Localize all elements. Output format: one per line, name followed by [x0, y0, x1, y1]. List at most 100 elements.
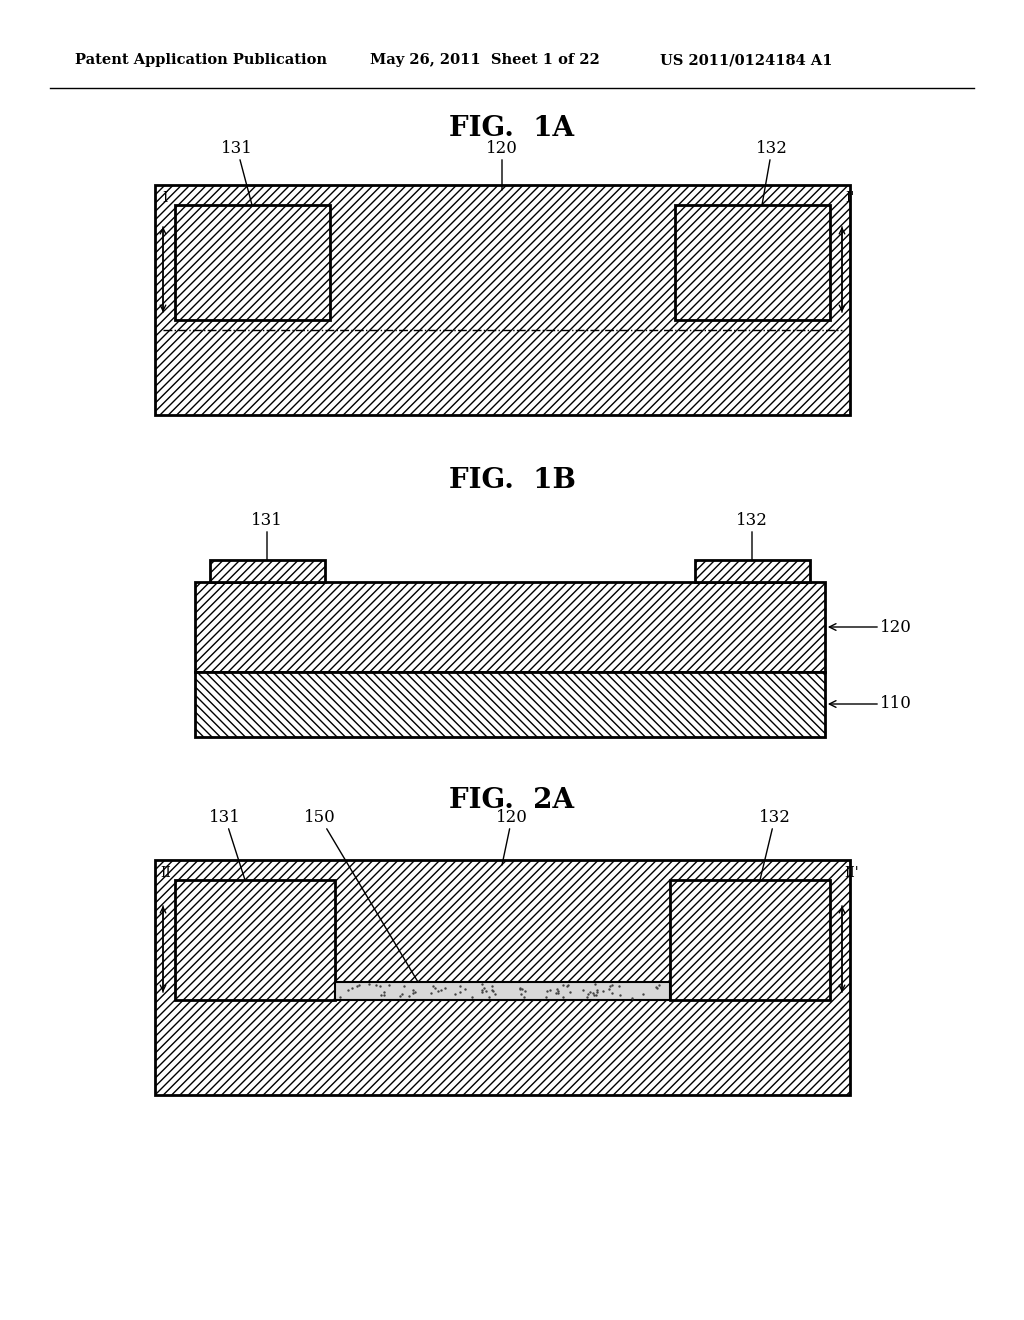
Point [595, 981, 611, 1002]
Point [580, 986, 596, 1007]
Point [474, 979, 490, 1001]
Point [587, 974, 603, 995]
Point [381, 974, 397, 995]
Text: 120: 120 [486, 140, 518, 190]
Point [516, 986, 532, 1007]
Point [458, 978, 474, 999]
Point [649, 977, 666, 998]
Bar [195, 672, 825, 737]
Point [610, 975, 627, 997]
Text: May 26, 2011  Sheet 1 of 22: May 26, 2011 Sheet 1 of 22 [370, 53, 600, 67]
Text: 132: 132 [736, 512, 768, 560]
Point [432, 979, 449, 1001]
Point [555, 986, 571, 1007]
Bar [175, 205, 330, 319]
Point [554, 975, 570, 997]
Point [464, 986, 480, 1007]
Point [407, 981, 423, 1002]
Text: 150: 150 [304, 809, 418, 982]
Text: 110: 110 [829, 696, 912, 713]
Point [372, 975, 388, 997]
Point [588, 985, 604, 1006]
Text: 120: 120 [496, 809, 528, 865]
Point [483, 979, 500, 1001]
Point [376, 985, 392, 1006]
Point [340, 979, 356, 1001]
Point [582, 982, 598, 1003]
Point [373, 983, 389, 1005]
Point [560, 974, 577, 995]
Point [404, 982, 421, 1003]
Point [404, 979, 421, 1001]
Bar [155, 861, 850, 1096]
Point [559, 975, 575, 997]
Text: I: I [163, 191, 168, 205]
Point [360, 974, 377, 995]
Text: FIG.  1A: FIG. 1A [450, 115, 574, 141]
Text: US 2011/0124184 A1: US 2011/0124184 A1 [660, 53, 833, 67]
Point [612, 985, 629, 1006]
Point [648, 977, 665, 998]
Text: 131: 131 [209, 809, 245, 880]
Point [395, 975, 412, 997]
Text: 120: 120 [829, 619, 912, 635]
Text: 131: 131 [251, 512, 283, 560]
Point [426, 977, 442, 998]
Point [368, 974, 384, 995]
Bar [670, 880, 830, 1001]
Point [542, 979, 558, 1001]
Point [430, 981, 446, 1002]
Point [486, 983, 503, 1005]
Point [600, 978, 616, 999]
Point [344, 977, 360, 998]
Point [581, 983, 597, 1005]
Text: FIG.  2A: FIG. 2A [450, 787, 574, 813]
Point [538, 987, 554, 1008]
Point [422, 983, 438, 1005]
Point [585, 983, 601, 1005]
Bar [175, 880, 335, 1001]
Point [549, 978, 565, 999]
Point [437, 978, 454, 999]
Point [332, 986, 348, 1007]
Point [425, 975, 441, 997]
Point [604, 982, 621, 1003]
Point [446, 983, 463, 1005]
Text: II': II' [845, 866, 859, 880]
Text: II: II [161, 866, 171, 880]
Point [512, 978, 528, 999]
Point [517, 981, 534, 1002]
Point [392, 986, 409, 1007]
Bar [195, 582, 825, 672]
Point [484, 975, 501, 997]
Point [376, 982, 392, 1003]
Text: 131: 131 [221, 140, 253, 205]
Bar [210, 560, 325, 582]
Bar [335, 982, 670, 1001]
Point [602, 975, 618, 997]
Point [452, 975, 468, 997]
Point [484, 981, 501, 1002]
Point [351, 974, 368, 995]
Point [586, 985, 602, 1006]
Point [603, 974, 620, 995]
Text: 132: 132 [756, 140, 787, 205]
Point [589, 979, 605, 1001]
Point [514, 978, 530, 999]
Text: I': I' [846, 191, 855, 205]
Point [474, 982, 490, 1003]
Point [513, 983, 529, 1005]
Point [624, 987, 640, 1008]
Point [512, 977, 528, 998]
Point [452, 982, 468, 1003]
Point [562, 982, 579, 1003]
Point [589, 982, 605, 1003]
Point [651, 974, 668, 995]
Text: 132: 132 [759, 809, 791, 880]
Point [349, 975, 366, 997]
Point [574, 979, 591, 1001]
Point [539, 979, 555, 1001]
Point [473, 974, 489, 995]
Point [550, 981, 566, 1002]
Bar [695, 560, 810, 582]
